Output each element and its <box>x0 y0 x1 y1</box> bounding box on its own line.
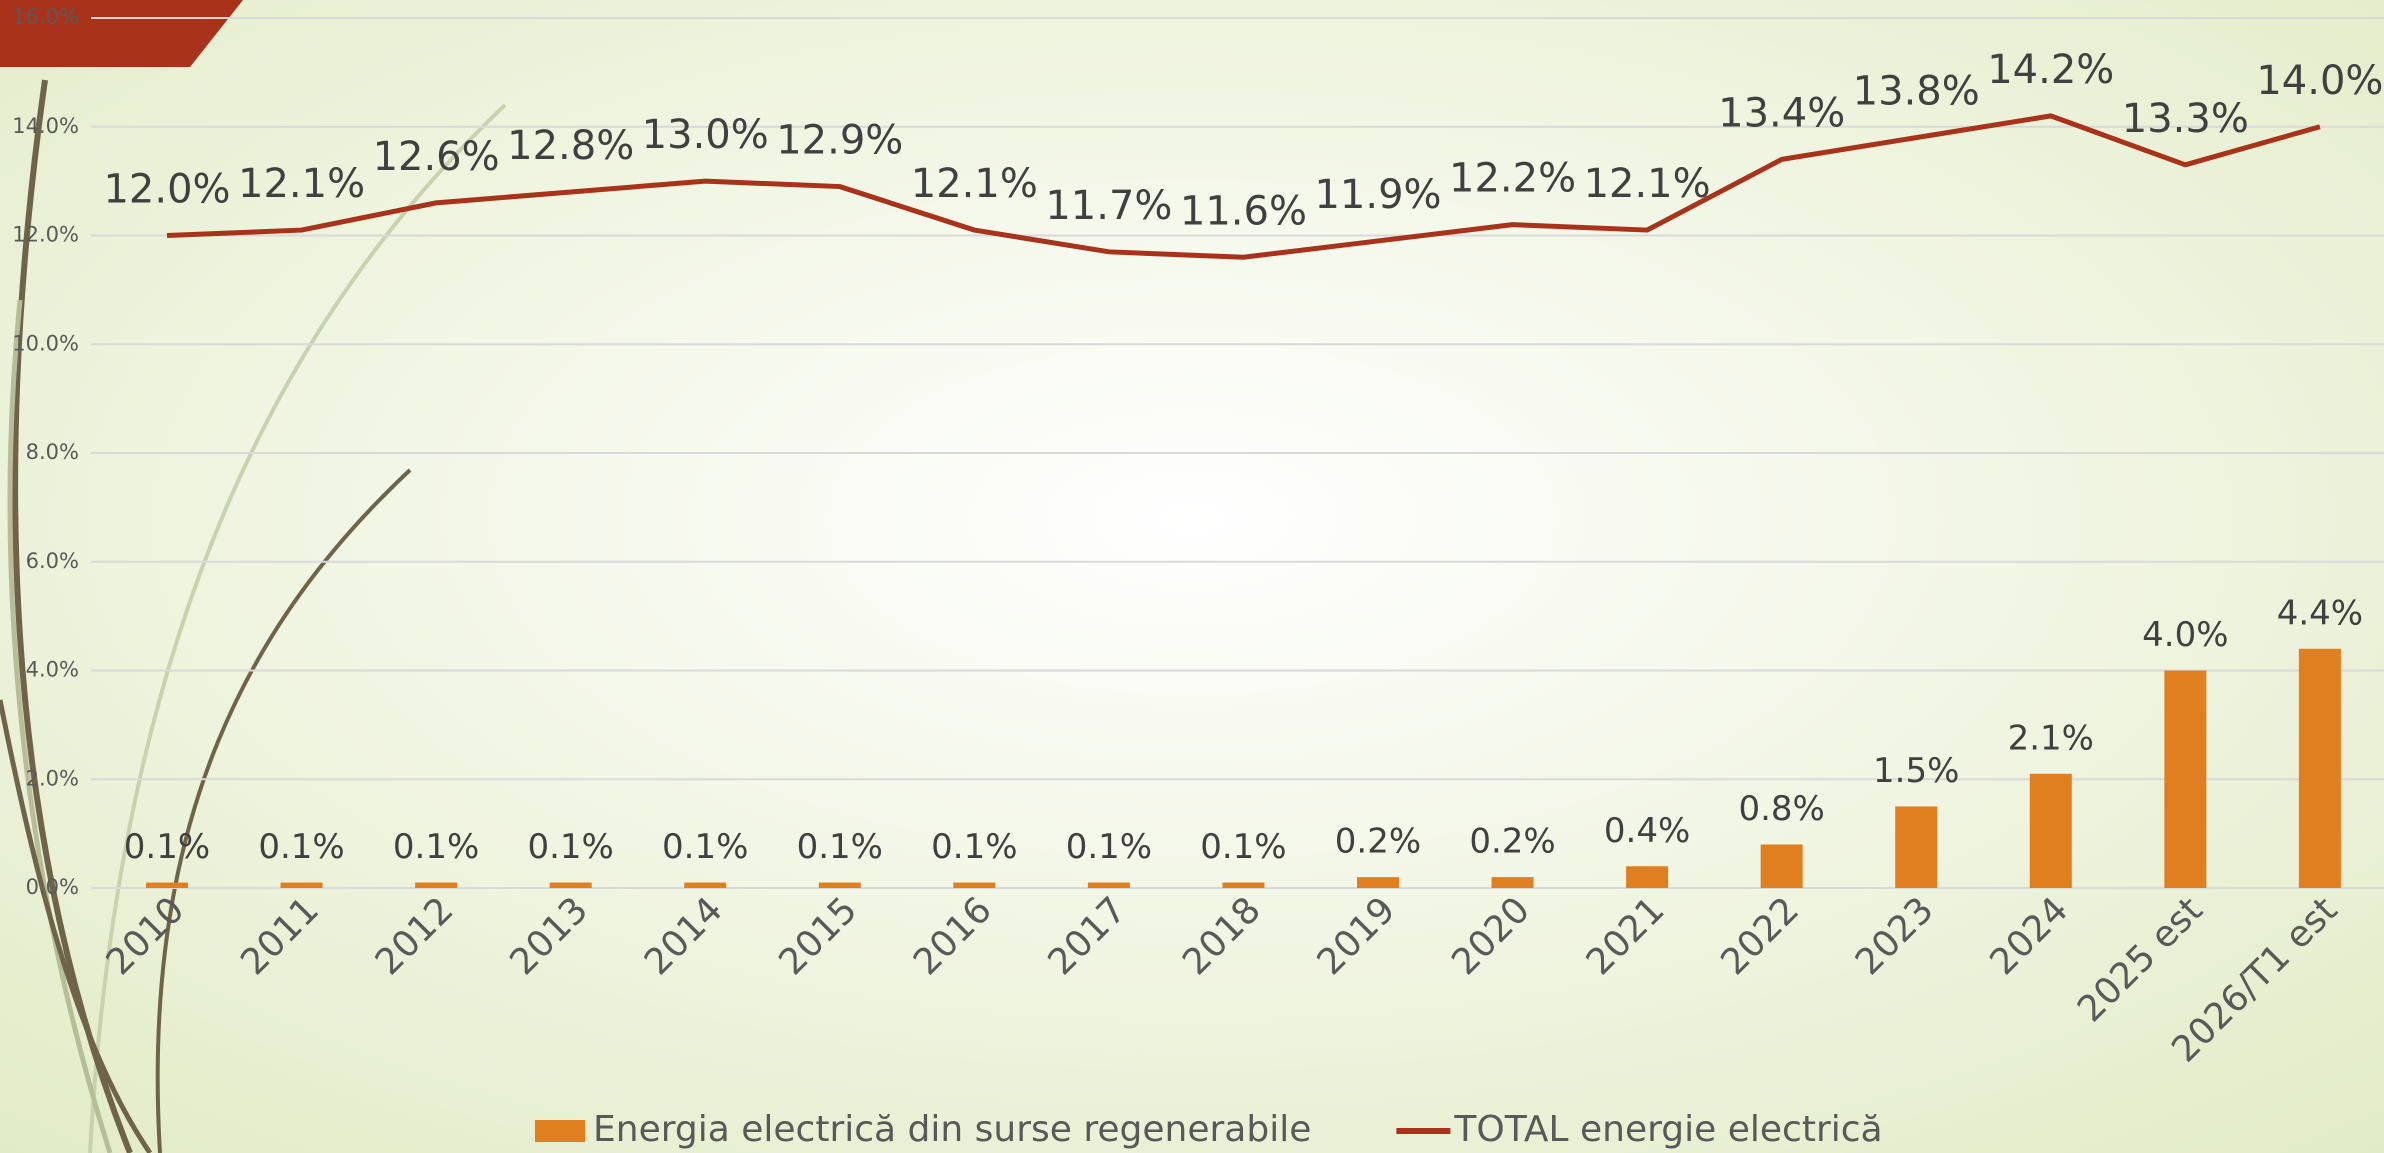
y-tick-label: 14.0% <box>12 114 79 138</box>
bar <box>549 882 592 888</box>
y-tick-label: 16.0% <box>12 5 79 29</box>
bar <box>2298 648 2341 888</box>
data-label: 0.1% <box>1066 827 1152 867</box>
legend-label: TOTAL energie electrică <box>1453 1109 1882 1150</box>
decor-curve <box>7 299 113 1153</box>
data-label: 12.6% <box>373 134 500 180</box>
bar <box>146 882 188 888</box>
data-label: 12.1% <box>1584 161 1711 207</box>
legend-swatch <box>535 1120 585 1142</box>
data-label: 13.3% <box>2122 96 2249 142</box>
data-label: 0.1% <box>931 827 1017 867</box>
data-label: 0.1% <box>527 827 613 867</box>
data-label: 2.1% <box>2008 718 2094 758</box>
data-label: 11.9% <box>1314 172 1441 218</box>
data-label: 12.8% <box>507 123 634 169</box>
bar <box>1760 844 1803 888</box>
y-tick-label: 6.0% <box>26 549 79 573</box>
decor-curve <box>155 468 412 1153</box>
data-label: 4.0% <box>2142 615 2228 655</box>
data-label: 0.4% <box>1604 811 1690 851</box>
decor-banner <box>0 0 243 67</box>
data-label: 13.0% <box>642 112 769 158</box>
y-tick-label: 10.0% <box>12 331 79 355</box>
data-label: 0.1% <box>662 827 748 867</box>
line <box>166 113 2321 260</box>
decor-curve <box>88 103 507 1153</box>
data-label: 0.1% <box>797 827 883 867</box>
y-tick-label: 2.0% <box>26 766 79 790</box>
bar <box>2164 670 2207 888</box>
data-label: 14.2% <box>1987 47 2114 93</box>
bar <box>280 882 323 888</box>
bar <box>1895 806 1938 888</box>
y-tick-label: 8.0% <box>26 440 79 464</box>
bar <box>953 882 996 888</box>
decor-curve <box>12 79 133 1153</box>
data-label: 11.7% <box>1045 183 1172 229</box>
data-label: 0.2% <box>1469 822 1555 862</box>
bar <box>2029 773 2072 888</box>
bar <box>1222 882 1265 888</box>
data-label: 12.9% <box>776 118 903 164</box>
data-label: 12.1% <box>911 161 1038 207</box>
data-label: 1.5% <box>1873 751 1959 791</box>
data-label: 0.1% <box>1200 827 1286 867</box>
y-tick-label: 0.0% <box>26 875 79 899</box>
data-label: 12.2% <box>1449 156 1576 202</box>
data-label: 11.6% <box>1180 188 1307 234</box>
bar <box>415 882 458 888</box>
data-label: 0.1% <box>258 827 344 867</box>
bar <box>818 882 861 888</box>
decor-curve <box>0 699 153 1153</box>
legend-label: Energia electrică din surse regenerabile <box>593 1109 1311 1150</box>
data-label: 13.8% <box>1853 69 1980 115</box>
data-label: 14.0% <box>2256 58 2383 104</box>
bar <box>1356 877 1399 888</box>
decoration <box>0 79 507 1153</box>
data-label: 4.4% <box>2277 593 2363 633</box>
data-label: 13.4% <box>1718 90 1845 136</box>
bar <box>1491 877 1534 888</box>
data-label: 0.1% <box>124 827 210 867</box>
y-tick-label: 12.0% <box>12 223 79 247</box>
bar <box>1626 866 1669 888</box>
bar <box>684 882 727 888</box>
data-label: 0.8% <box>1738 789 1824 829</box>
bar <box>1087 882 1130 888</box>
data-label: 12.0% <box>103 167 230 213</box>
y-tick-label: 4.0% <box>26 658 79 682</box>
data-label: 12.1% <box>238 161 365 207</box>
data-label: 0.2% <box>1335 822 1421 862</box>
data-label: 0.1% <box>393 827 479 867</box>
